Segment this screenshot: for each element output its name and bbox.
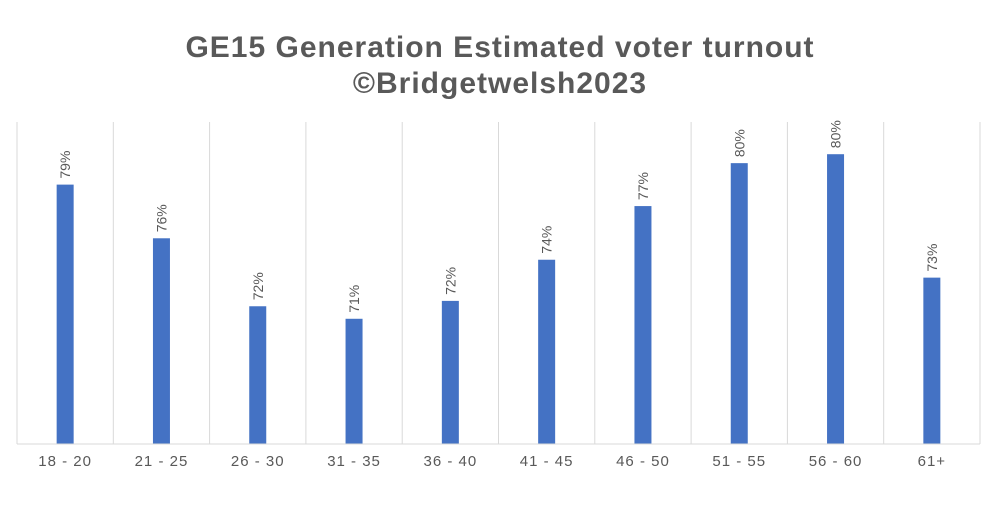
data-label: 74% <box>539 226 555 254</box>
x-tick-label: 56 - 60 <box>809 453 863 470</box>
chart-subtitle: ©Bridgetwelsh2023 <box>352 67 648 100</box>
data-label: 71% <box>346 285 362 313</box>
data-label: 80% <box>731 129 747 157</box>
bar-31-35 <box>345 318 363 444</box>
x-tick-label: 51 - 55 <box>712 453 766 470</box>
gridlines <box>16 122 981 444</box>
data-labels: 79% 76% 72% 71% 72% 74% 77% 80% 80% 73% <box>57 120 940 313</box>
bar-26-30 <box>249 306 267 444</box>
chart-title: GE15 Generation Estimated voter turnout <box>185 31 815 64</box>
x-axis-tick-labels: 18 - 20 21 - 25 26 - 30 31 - 35 36 - 40 41 - … <box>38 453 946 470</box>
bar-18-20 <box>56 184 74 444</box>
x-tick-label: 18 - 20 <box>38 453 92 470</box>
bar-51-55 <box>730 163 748 444</box>
bars <box>56 154 941 444</box>
x-tick-label: 26 - 30 <box>231 453 285 470</box>
bar-61 <box>923 277 941 444</box>
data-label: 72% <box>442 267 458 295</box>
bar-21-25 <box>152 238 170 444</box>
data-label: 77% <box>635 172 651 200</box>
x-tick-label: 61+ <box>918 453 946 470</box>
x-tick-label: 41 - 45 <box>520 453 574 470</box>
data-label: 73% <box>924 244 940 272</box>
data-label: 79% <box>57 151 73 179</box>
bar-41-45 <box>538 259 556 444</box>
data-label: 76% <box>153 204 169 232</box>
bar-56-60 <box>827 154 845 444</box>
bar-36-40 <box>441 300 459 444</box>
x-tick-label: 31 - 35 <box>327 453 381 470</box>
chart-title-block: GE15 Generation Estimated voter turnout … <box>0 30 1000 102</box>
x-tick-label: 46 - 50 <box>616 453 670 470</box>
x-tick-label: 21 - 25 <box>135 453 189 470</box>
data-label: 80% <box>828 120 844 148</box>
bar-46-50 <box>634 206 652 444</box>
data-label: 72% <box>250 272 266 300</box>
x-tick-label: 36 - 40 <box>423 453 477 470</box>
